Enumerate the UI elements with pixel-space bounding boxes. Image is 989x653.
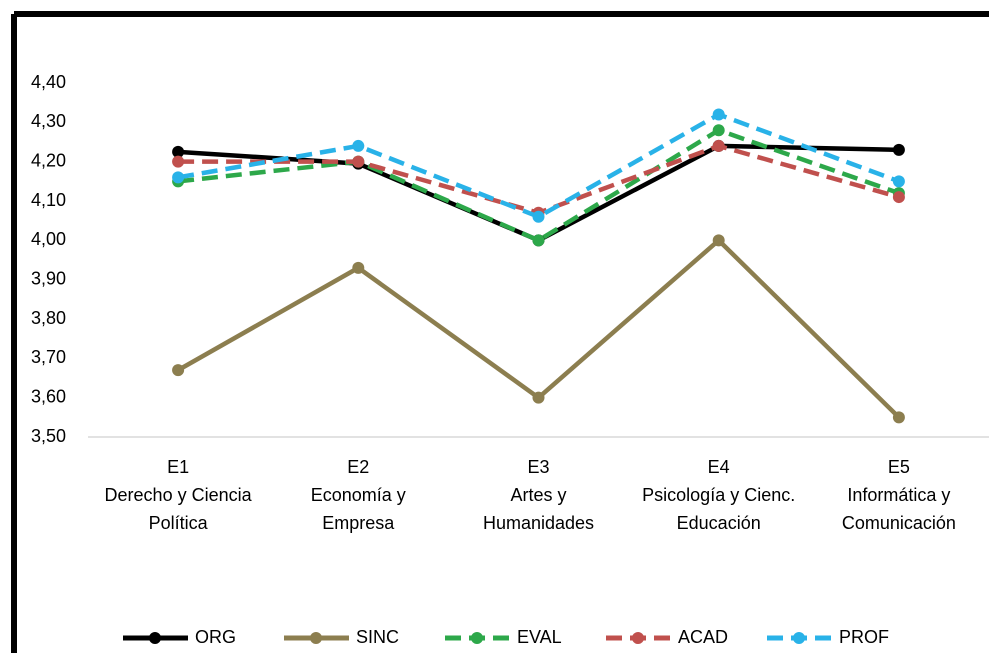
x-tick-label: E1 — [167, 457, 189, 477]
data-point — [352, 155, 365, 168]
legend-marker — [793, 632, 805, 644]
data-point — [892, 175, 905, 188]
legend-label: PROF — [839, 627, 889, 647]
y-tick-label: 4,40 — [31, 72, 66, 92]
x-tick-label: Economía y — [311, 485, 406, 505]
data-point — [532, 210, 545, 223]
legend-marker — [632, 632, 644, 644]
legend-label: EVAL — [517, 627, 562, 647]
data-point — [172, 171, 185, 184]
x-tick-label: Artes y — [510, 485, 566, 505]
data-point — [172, 145, 185, 158]
x-tick-label: Política — [149, 513, 209, 533]
legend-marker — [149, 632, 161, 644]
y-tick-label: 4,00 — [31, 229, 66, 249]
data-point — [892, 411, 905, 424]
legend-marker — [471, 632, 483, 644]
y-tick-label: 3,50 — [31, 426, 66, 446]
y-tick-label: 4,20 — [31, 150, 66, 170]
data-point — [352, 139, 365, 152]
data-point — [892, 191, 905, 204]
x-tick-label: Informática y — [847, 485, 950, 505]
data-point — [172, 364, 185, 377]
x-tick-label: Psicología y Cienc. — [642, 485, 795, 505]
series-line — [177, 112, 900, 219]
x-tick-label: Comunicación — [842, 513, 956, 533]
y-tick-label: 4,10 — [31, 190, 66, 210]
x-tick-label: Empresa — [322, 513, 395, 533]
y-tick-label: 3,80 — [31, 308, 66, 328]
data-point — [712, 234, 725, 247]
data-point — [532, 234, 545, 247]
legend-label: ORG — [195, 627, 236, 647]
data-point — [712, 139, 725, 152]
legend-label: SINC — [356, 627, 399, 647]
x-tick-label: Educación — [677, 513, 761, 533]
x-tick-label: E4 — [708, 457, 730, 477]
series-line — [177, 127, 900, 243]
y-tick-label: 3,70 — [31, 347, 66, 367]
x-tick-label: E5 — [888, 457, 910, 477]
legend-label: ACAD — [678, 627, 728, 647]
x-tick-label: Humanidades — [483, 513, 594, 533]
data-point — [712, 108, 725, 121]
y-tick-label: 4,30 — [31, 111, 66, 131]
legend-marker — [310, 632, 322, 644]
data-point — [172, 155, 185, 168]
y-tick-label: 3,60 — [31, 386, 66, 406]
x-tick-label: E3 — [527, 457, 549, 477]
data-point — [892, 143, 905, 156]
x-tick-label: Derecho y Ciencia — [105, 485, 253, 505]
x-tick-label: E2 — [347, 457, 369, 477]
data-point — [352, 261, 365, 274]
data-point — [532, 391, 545, 404]
data-point — [712, 124, 725, 137]
y-tick-label: 3,90 — [31, 268, 66, 288]
